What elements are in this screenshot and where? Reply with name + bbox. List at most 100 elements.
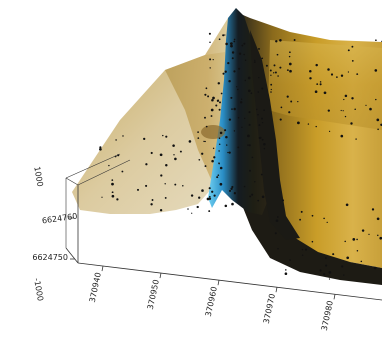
sample-point <box>343 98 345 101</box>
sample-point <box>274 71 277 74</box>
sample-point <box>111 194 115 198</box>
sample-point <box>150 151 153 155</box>
sample-point <box>243 53 245 56</box>
sample-point <box>319 81 322 83</box>
sample-point <box>275 40 278 43</box>
sample-point <box>145 163 148 166</box>
sample-point <box>323 91 327 95</box>
sample-point <box>277 247 279 250</box>
sample-point <box>172 144 175 147</box>
sample-point <box>276 216 279 218</box>
sample-point <box>208 210 211 213</box>
sample-point <box>352 238 356 241</box>
sample-point <box>210 115 213 117</box>
sample-point <box>261 57 264 60</box>
sample-point <box>261 87 264 90</box>
z-axis-back-edge <box>65 153 121 179</box>
sample-point <box>228 118 232 121</box>
sample-point <box>164 196 167 199</box>
sample-point <box>270 83 273 86</box>
sample-point <box>250 92 253 95</box>
sample-point <box>204 165 207 168</box>
sample-point <box>258 76 260 79</box>
sample-point <box>251 156 254 159</box>
sample-point <box>270 74 272 76</box>
surface-back-slope-shade <box>268 40 382 130</box>
sample-point <box>375 98 377 101</box>
x-tick-mark <box>333 294 336 300</box>
x-tick-mark <box>101 265 104 272</box>
sample-point <box>241 44 244 47</box>
sample-point <box>231 57 234 60</box>
sample-point <box>249 169 251 172</box>
sample-point <box>198 196 201 199</box>
sample-point <box>323 273 326 276</box>
sample-point <box>209 58 212 61</box>
sample-point <box>374 69 378 72</box>
sample-point <box>230 187 233 190</box>
sample-point <box>187 208 189 210</box>
sample-point <box>376 118 380 122</box>
sample-point <box>289 51 291 54</box>
sample-point <box>368 233 370 236</box>
sample-point <box>217 99 220 101</box>
sample-point <box>276 53 279 56</box>
z-tick-label: 1000 <box>32 166 44 188</box>
sample-point <box>204 140 206 143</box>
sample-point <box>196 205 199 209</box>
sample-point <box>212 59 214 61</box>
sample-point <box>174 183 177 186</box>
sample-point <box>205 87 208 90</box>
sample-point <box>101 196 103 198</box>
sample-point <box>351 97 354 100</box>
sample-point <box>289 69 292 73</box>
sample-point <box>377 234 379 237</box>
sample-point <box>323 217 325 220</box>
sample-point <box>346 256 350 260</box>
sample-point <box>311 214 314 217</box>
sample-point <box>222 72 225 75</box>
sample-point <box>247 76 251 80</box>
terrain-surface <box>72 8 382 285</box>
sample-point <box>275 219 279 222</box>
sample-point <box>210 108 214 112</box>
sample-point <box>238 67 241 70</box>
sample-point <box>281 199 285 202</box>
sample-point <box>332 253 335 256</box>
sample-point <box>369 107 372 111</box>
sample-point <box>253 61 256 63</box>
sample-point <box>311 240 314 243</box>
sample-point <box>336 76 338 78</box>
sample-point <box>261 121 264 124</box>
sample-point <box>165 135 168 138</box>
sample-point <box>227 151 229 154</box>
sample-point <box>237 116 240 119</box>
sample-point <box>286 69 289 72</box>
sample-point <box>204 93 207 96</box>
sample-point <box>230 96 233 99</box>
sample-point <box>263 143 266 146</box>
sample-point <box>228 189 232 192</box>
sample-point <box>290 100 293 103</box>
sample-point <box>327 68 330 71</box>
x-axis-line <box>77 262 382 301</box>
sample-point <box>297 100 299 103</box>
sample-point <box>211 190 214 193</box>
sample-point <box>297 121 300 125</box>
sample-point <box>257 91 260 93</box>
sample-point <box>257 113 259 116</box>
sample-point <box>379 236 382 240</box>
sample-point <box>99 146 102 149</box>
sample-point <box>315 63 318 67</box>
sample-point <box>203 140 205 143</box>
surface-knoll <box>201 125 225 139</box>
sample-point <box>319 269 322 272</box>
sample-point <box>326 221 328 224</box>
sample-point <box>213 194 216 197</box>
x-tick-label: 370970 <box>262 293 277 325</box>
sample-point <box>325 257 327 259</box>
sample-point <box>293 39 296 41</box>
sample-point <box>340 134 344 138</box>
sample-point <box>261 117 263 120</box>
sample-point <box>206 197 210 201</box>
